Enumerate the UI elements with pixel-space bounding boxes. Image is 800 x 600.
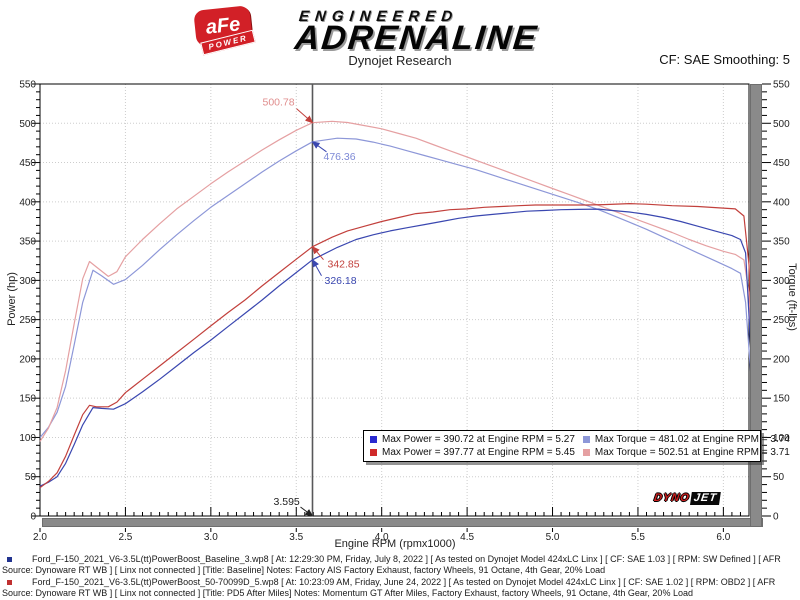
svg-text:200: 200	[773, 354, 790, 365]
legend-label: Max Torque = 502.51 at Engine RPM = 3.71	[594, 447, 790, 458]
chart-legend: Max Power = 390.72 at Engine RPM = 5.27 M…	[363, 430, 790, 462]
dynojet-logo-jet: JET	[689, 492, 721, 505]
page-title: Dynojet Research	[348, 53, 452, 68]
svg-text:342.85: 342.85	[327, 259, 359, 271]
svg-text:6.0: 6.0	[716, 532, 730, 543]
run-description: Ford_F-150_2021_V6-3.5L(tt)PowerBoost_Ba…	[0, 554, 797, 576]
legend-swatch-icon	[370, 436, 377, 443]
svg-text:500.78: 500.78	[262, 97, 294, 109]
svg-text:3.5: 3.5	[289, 532, 303, 543]
legend-label: Max Power = 397.77 at Engine RPM = 5.45	[382, 447, 575, 458]
svg-text:200: 200	[19, 354, 36, 365]
svg-text:400: 400	[19, 197, 36, 208]
legend-item: Max Power = 390.72 at Engine RPM = 5.27	[370, 434, 575, 445]
legend-label: Max Torque = 481.02 at Engine RPM = 3.74	[594, 434, 790, 445]
vertical-scrollbar[interactable]	[750, 84, 762, 527]
svg-text:150: 150	[19, 394, 36, 405]
svg-text:4.0: 4.0	[375, 532, 389, 543]
svg-text:50: 50	[773, 472, 785, 483]
horizontal-scrollbar[interactable]	[42, 518, 763, 527]
svg-text:550: 550	[773, 80, 790, 91]
svg-text:500: 500	[19, 119, 36, 130]
legend-item: Max Torque = 481.02 at Engine RPM = 3.74	[582, 434, 790, 445]
run-text: Ford_F-150_2021_V6-3.5L(tt)PowerBoost_Ba…	[2, 554, 781, 575]
run-description: Ford_F-150_2021_V6-3.5L(tt)PowerBoost_50…	[0, 577, 797, 599]
legend-item: Max Power = 397.77 at Engine RPM = 5.45	[370, 447, 575, 458]
svg-text:250: 250	[773, 315, 790, 326]
svg-text:500: 500	[773, 119, 790, 130]
svg-text:3.595: 3.595	[273, 496, 299, 508]
svg-text:300: 300	[773, 276, 790, 287]
legend-item: Max Torque = 502.51 at Engine RPM = 3.71	[582, 447, 790, 458]
legend-swatch-icon	[582, 436, 590, 443]
y-axis-right-label: Torque (ft-lbs)	[786, 263, 798, 331]
svg-text:300: 300	[19, 276, 36, 287]
smoothing-setting: CF: SAE Smoothing: 5	[659, 52, 790, 67]
dynojet-logo: DYNO JET	[653, 492, 721, 505]
svg-text:550: 550	[19, 80, 36, 91]
svg-text:326.18: 326.18	[324, 275, 356, 287]
legend-swatch-icon	[582, 449, 590, 456]
svg-text:100: 100	[19, 433, 36, 444]
run-bullet-icon	[7, 557, 12, 562]
x-axis-label: Engine RPM (rpmx1000)	[334, 538, 456, 550]
svg-text:150: 150	[773, 394, 790, 405]
run-bullet-icon	[7, 580, 12, 585]
svg-text:4.5: 4.5	[460, 532, 474, 543]
svg-text:350: 350	[773, 237, 790, 248]
svg-text:476.36: 476.36	[323, 151, 355, 163]
svg-text:250: 250	[19, 315, 36, 326]
svg-text:0: 0	[773, 512, 779, 523]
legend-swatch-icon	[370, 449, 377, 456]
svg-text:450: 450	[19, 158, 36, 169]
run-descriptions: Ford_F-150_2021_V6-3.5L(tt)PowerBoost_Ba…	[0, 554, 797, 600]
svg-text:5.5: 5.5	[631, 532, 645, 543]
svg-text:450: 450	[773, 158, 790, 169]
svg-text:100: 100	[773, 433, 790, 444]
svg-text:50: 50	[25, 472, 37, 483]
svg-text:5.0: 5.0	[546, 532, 560, 543]
svg-text:0: 0	[30, 512, 36, 523]
svg-text:400: 400	[773, 197, 790, 208]
legend-label: Max Power = 390.72 at Engine RPM = 5.27	[382, 434, 575, 445]
y-axis-left-label: Power (hp)	[6, 272, 18, 326]
dynojet-logo-dyno: DYNO	[653, 492, 691, 504]
svg-text:2.0: 2.0	[33, 532, 47, 543]
svg-text:3.0: 3.0	[204, 532, 218, 543]
svg-text:350: 350	[19, 237, 36, 248]
run-text: Ford_F-150_2021_V6-3.5L(tt)PowerBoost_50…	[2, 577, 776, 598]
svg-text:2.5: 2.5	[118, 532, 132, 543]
